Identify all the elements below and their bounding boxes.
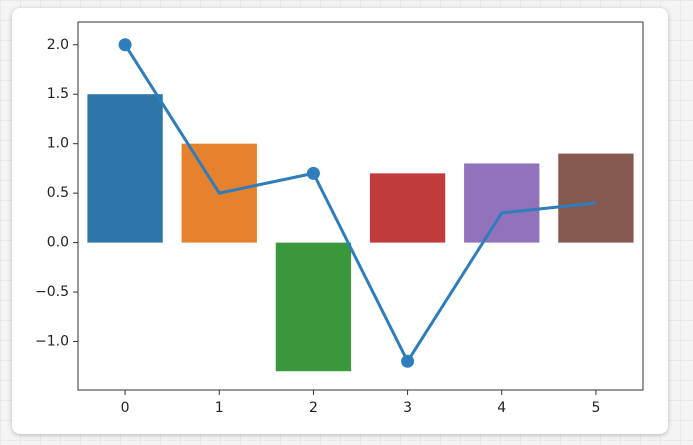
- bar: [464, 163, 540, 243]
- y-tick-label: 2.0: [47, 37, 69, 53]
- x-tick-label: 1: [215, 400, 224, 416]
- marker: [118, 38, 132, 52]
- x-tick-label: 3: [403, 400, 412, 416]
- line: [123, 43, 597, 365]
- plot-frame: [77, 21, 644, 391]
- bar: [87, 94, 163, 243]
- x-tick-label: 4: [497, 400, 506, 416]
- bar: [558, 153, 634, 243]
- y-tick-label: −1.0: [35, 334, 69, 350]
- y-tick-label: 0.0: [47, 235, 69, 251]
- marker: [306, 166, 320, 180]
- bar: [275, 242, 352, 372]
- y-tick-label: 1.5: [47, 86, 69, 102]
- y-tick-label: −0.5: [35, 284, 69, 300]
- x-tick-label: 2: [309, 400, 318, 416]
- y-tick-label: 0.5: [47, 185, 69, 201]
- marker: [401, 354, 415, 368]
- y-tick-label: 1.0: [47, 136, 69, 152]
- x-tick-label: 0: [121, 400, 130, 416]
- bar: [369, 173, 446, 243]
- x-tick-label: 5: [591, 400, 600, 416]
